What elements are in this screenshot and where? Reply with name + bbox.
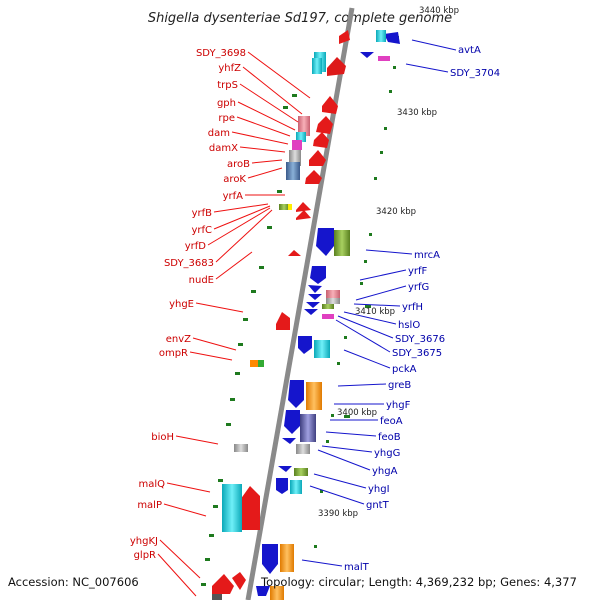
tick-marks: [201, 36, 399, 586]
gene-label: SDY_3683: [164, 258, 214, 269]
gene-label: yrfG: [408, 282, 429, 293]
map-title: Shigella dysenteriae Sd197, complete gen…: [148, 11, 452, 26]
gene-label: glpR: [134, 550, 156, 561]
gene-label: nudE: [189, 275, 214, 286]
scale-ticks: 3440 kbp 3430 kbp 3420 kbp 3410 kbp 3400…: [318, 6, 459, 519]
reverse-strand-genes: [256, 32, 400, 596]
gene-label: hslO: [398, 320, 420, 331]
gene-label: ompR: [159, 348, 188, 359]
right-gene-labels: avtA SDY_3704 mrcA yrfF yrfG yrfH hslO S…: [344, 45, 500, 573]
gene-label: pckA: [392, 364, 417, 375]
scale-tick: 3410 kbp: [355, 307, 395, 317]
gene-label: feoA: [380, 416, 403, 427]
gene-label: SDY_3675: [392, 348, 442, 359]
scale-tick: 3440 kbp: [419, 6, 459, 16]
gene-label: yhgE: [169, 299, 194, 310]
gene-label: yhgA: [372, 466, 398, 477]
gene-label: SDY_3704: [450, 68, 500, 79]
gene-label: SDY_3676: [395, 334, 445, 345]
gene-label: yrfB: [192, 208, 213, 219]
gene-label: yrfC: [191, 225, 212, 236]
gene-label: yrfF: [408, 266, 428, 277]
gene-label: yrfD: [185, 241, 207, 252]
left-gene-labels: SDY_3698 yhfZ trpS gph rpe dam damX aroB…: [130, 48, 250, 561]
gene-label: yhgKJ: [130, 536, 158, 547]
gene-label: damX: [209, 143, 238, 154]
right-leader-lines: [301, 39, 457, 567]
gene-label: yhgG: [374, 448, 400, 459]
topology-text: Topology: circular; Length: 4,369,232 bp…: [260, 575, 577, 589]
forward-strand-genes: [212, 30, 350, 594]
gene-label: aroK: [223, 174, 246, 185]
gene-label: aroB: [227, 159, 250, 170]
accession-text: Accession: NC_007606: [8, 575, 139, 589]
gene-label: yhgI: [368, 484, 390, 495]
gene-label: envZ: [166, 334, 191, 345]
gene-label: dam: [208, 128, 230, 139]
gene-label: gntT: [366, 500, 390, 511]
gene-label: gph: [217, 98, 236, 109]
gene-label: yhgF: [386, 400, 411, 411]
scale-tick: 3400 kbp: [337, 408, 377, 418]
gene-label: mrcA: [414, 250, 440, 261]
gene-label: rpe: [218, 113, 235, 124]
scale-tick: 3390 kbp: [318, 509, 358, 519]
gene-label: malQ: [138, 479, 165, 490]
gene-label: greB: [388, 380, 411, 391]
left-leader-lines: [157, 51, 311, 597]
gene-label: malT: [344, 562, 370, 573]
scale-tick: 3430 kbp: [397, 108, 437, 118]
scale-tick: 3420 kbp: [376, 207, 416, 217]
reverse-strand-blocks: [270, 30, 390, 600]
gene-label: SDY_3698: [196, 48, 246, 59]
gene-label: yhfZ: [218, 63, 241, 74]
gene-label: yrfA: [223, 191, 244, 202]
gene-label: feoB: [378, 432, 401, 443]
gene-label: avtA: [458, 45, 481, 56]
gene-label: bioH: [151, 432, 174, 443]
forward-strand-blocks: [212, 52, 326, 600]
gene-label: trpS: [217, 80, 238, 91]
gene-label: malP: [137, 500, 162, 511]
gene-label: yrfH: [402, 302, 423, 313]
